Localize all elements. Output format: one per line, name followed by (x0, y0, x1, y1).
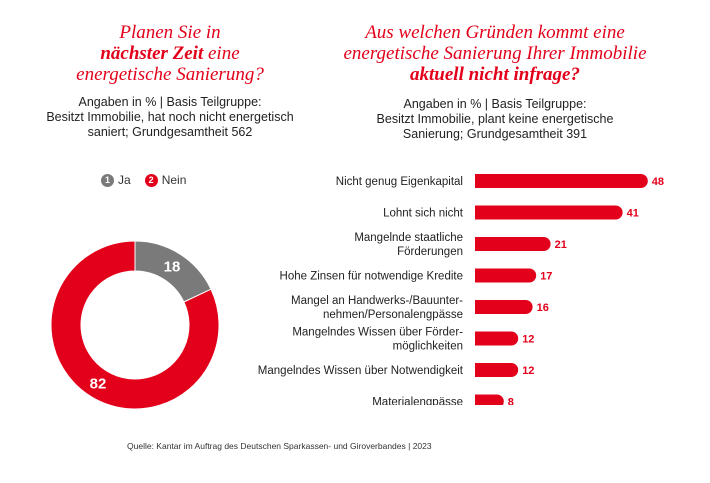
right-sub-line3: Sanierung; Grundgesamtheit 391 (402, 127, 588, 141)
bar-category-2: Mangelnde staatliche Förderungen (354, 232, 463, 258)
right-title-line1: Aus welchen Gründen kommt eine (365, 22, 625, 43)
bar-category-5: Mangelndes Wissen über Förder-möglichkei… (292, 327, 463, 353)
bar-value-7: 8 (508, 397, 514, 406)
bar-1 (475, 205, 623, 220)
left-sub-line1: Angaben in % | Basis Teilgruppe: (78, 95, 262, 109)
legend-label-ja: Ja (118, 173, 131, 187)
legend-badge-ja: 1 (101, 173, 114, 187)
left-title-after-bold: eine (203, 43, 240, 64)
legend-item-ja: 1 Ja (101, 173, 131, 187)
bar-4 (475, 300, 533, 314)
bar-5 (475, 331, 519, 346)
left-title-bold: nächster Zeit (100, 43, 204, 64)
bar-category-6: Mangelndes Wissen über Notwendigkeit (258, 365, 464, 377)
bar-value-2: 21 (555, 239, 567, 251)
bar-category-7: Materialengpässe (372, 397, 463, 406)
donut-legend: 1 Ja 2 Nein (101, 173, 200, 187)
bar-value-3: 17 (540, 271, 552, 283)
legend-badge-nein: 2 (144, 173, 158, 187)
bar-value-5: 12 (522, 334, 534, 346)
legend-label-nein: Nein (161, 173, 187, 187)
right-subtitle: Angaben in % | Basis Teilgruppe: Besitzt… (340, 97, 650, 142)
donut-slice-nein (50, 240, 220, 410)
bar-7 (475, 394, 504, 405)
bar-category-3: Hohe Zinsen für notwendige Kredite (280, 271, 463, 283)
left-sub-line2: Besitzt Immobilie, hat noch nicht energe… (46, 110, 294, 124)
bar-6 (475, 363, 519, 377)
bar-value-0: 48 (652, 176, 664, 188)
right-title-bold: aktuell nicht infrage? (410, 64, 580, 85)
bar-2 (475, 237, 551, 251)
right-sub-line2: Besitzt Immobilie, plant keine energetis… (376, 112, 614, 126)
bar-value-4: 16 (537, 302, 549, 314)
bar-category-0: Nicht genug Eigenkapital (336, 176, 463, 188)
left-subtitle: Angaben in % | Basis Teilgruppe: Besitzt… (20, 95, 320, 140)
bar-0 (475, 174, 648, 188)
left-title-line3: energetische Sanierung? (76, 64, 264, 85)
bar-3 (475, 268, 537, 283)
donut-label-nein: 82 (90, 375, 107, 392)
right-sub-line1: Angaben in % | Basis Teilgruppe: (403, 97, 587, 111)
bar-category-4: Mangel an Handwerks-/Bauunter-nehmen/Per… (291, 295, 463, 321)
bar-value-1: 41 (627, 208, 639, 220)
donut-label-ja: 18 (164, 259, 181, 276)
bar-category-1: Lohnt sich nicht (383, 208, 464, 220)
legend-item-nein: 2 Nein (144, 173, 187, 187)
right-title-line2: energetische Sanierung Ihrer Immobilie (343, 43, 647, 64)
left-title: Planen Sie in nächster Zeit eine energet… (20, 22, 320, 85)
source-note: Quelle: Kantar im Auftrag des Deutschen … (127, 441, 432, 451)
bar-value-6: 12 (522, 365, 534, 377)
left-title-line1: Planen Sie in (119, 22, 221, 43)
bar-chart: 48 Nicht genug Eigenkapital 41 Lohnt sich n… (258, 174, 664, 406)
right-title: Aus welchen Gründen kommt eine energetis… (310, 22, 680, 85)
left-sub-line3: saniert; Grundgesamtheit 562 (87, 125, 253, 139)
